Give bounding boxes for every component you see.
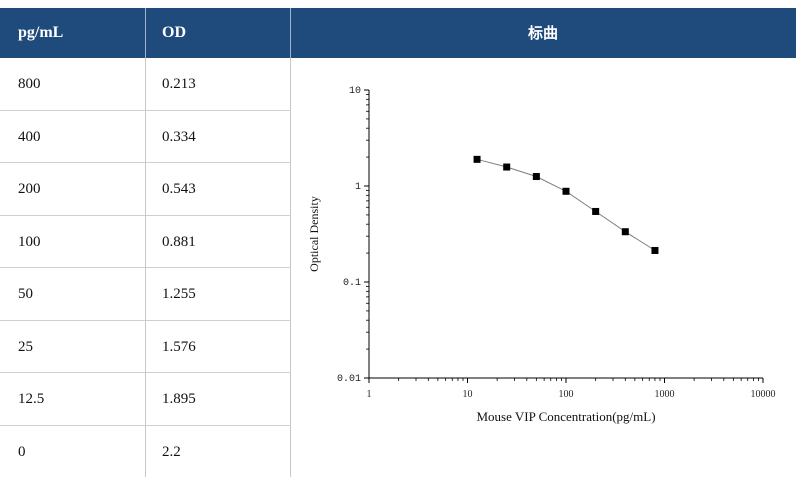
x-tick-label: 1 [367, 389, 372, 400]
cell-od: 1.255 [162, 286, 196, 303]
y-tick-label: 0.1 [343, 278, 361, 289]
data-point [474, 156, 481, 163]
cell-concentration: 100 [18, 234, 41, 251]
x-axis-label: Mouse VIP Concentration(pg/mL) [476, 409, 655, 424]
header-od: OD [162, 8, 186, 58]
cell-od: 0.543 [162, 181, 196, 198]
cell-concentration: 400 [18, 129, 41, 146]
x-tick-label: 10000 [751, 389, 776, 400]
chart-svg: 0.01 0.1 1 10 1 10 100 1000 10000 Mouse VIP Conce… [290, 58, 796, 477]
x-tick-label: 10 [463, 389, 473, 400]
data-point [533, 173, 540, 180]
table-header: pg/mL OD 标曲 [0, 8, 796, 58]
cell-od: 2.2 [162, 444, 181, 461]
cell-od: 0.334 [162, 129, 196, 146]
cell-od: 0.881 [162, 234, 196, 251]
cell-od: 0.213 [162, 76, 196, 93]
data-point [503, 164, 510, 171]
top-text-strip [0, 0, 796, 8]
cell-od: 1.576 [162, 339, 196, 356]
x-tick-label: 100 [559, 389, 574, 400]
cell-concentration: 12.5 [18, 391, 44, 408]
y-tick-label: 0.01 [337, 374, 361, 385]
standard-curve-chart: 0.01 0.1 1 10 1 10 100 1000 10000 Mouse VIP Conce… [290, 58, 796, 477]
y-tick-label: 10 [349, 86, 361, 97]
data-point [622, 228, 629, 235]
cell-od: 1.895 [162, 391, 196, 408]
y-tick-label: 1 [355, 182, 361, 193]
column-divider [145, 58, 146, 477]
data-point [651, 247, 658, 254]
y-axis-label: Optical Density [307, 196, 321, 272]
cell-concentration: 800 [18, 76, 41, 93]
curve-line [477, 159, 655, 250]
x-tick-label: 1000 [655, 389, 675, 400]
data-point [563, 188, 570, 195]
data-point [592, 208, 599, 215]
cell-concentration: 50 [18, 286, 33, 303]
cell-concentration: 0 [18, 444, 26, 461]
cell-concentration: 25 [18, 339, 33, 356]
header-standard-curve: 标曲 [290, 8, 796, 58]
header-divider [145, 8, 146, 58]
header-concentration: pg/mL [18, 8, 63, 58]
cell-concentration: 200 [18, 181, 41, 198]
